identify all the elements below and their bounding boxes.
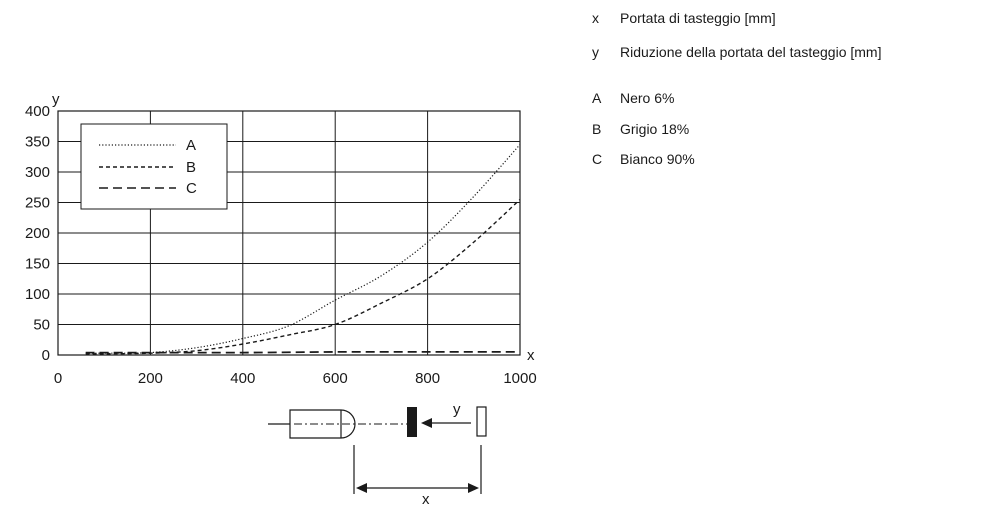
diagram-y-label: y [453, 401, 461, 418]
series-line-b [85, 198, 521, 355]
x-tick-label: 0 [54, 370, 62, 387]
y-arrow-head [421, 418, 432, 428]
x-axis-label: x [527, 347, 535, 364]
key-text: Grigio 18% [620, 121, 690, 137]
x-arrow-head-left [356, 483, 367, 493]
x-arrow-head-right [468, 483, 479, 493]
y-tick-label: 50 [33, 317, 50, 334]
y-tick-label: 250 [25, 195, 50, 212]
x-tick-label: 1000 [503, 370, 536, 387]
tick-labels: 0 50 100 150 200 250 300 350 400 0 200 400 600 800 100… [25, 103, 537, 387]
y-tick-label: 0 [42, 347, 50, 364]
y-tick-label: 200 [25, 225, 50, 242]
key-text: Portata di tasteggio [mm] [620, 10, 776, 26]
legend-box [80, 123, 228, 210]
key-text: Nero 6% [620, 90, 675, 106]
legend-label-c: C [186, 180, 197, 197]
sensor-diagram: y x [268, 401, 487, 505]
legend-label-a: A [186, 137, 196, 154]
key-text: Bianco 90% [620, 151, 695, 167]
dark-target [407, 407, 417, 437]
plot-frame [57, 110, 521, 356]
y-tick-label: 350 [25, 134, 50, 151]
key-code: B [592, 121, 602, 137]
x-tick-label: 400 [230, 370, 255, 387]
key-code: C [592, 151, 603, 167]
white-target [476, 406, 487, 437]
diagram-x-label: x [422, 491, 430, 505]
key-code: y [592, 44, 599, 60]
series-line-c [85, 350, 520, 354]
legend: A B C [80, 123, 228, 210]
key-text: Riduzione della portata del tasteggio [m… [620, 44, 882, 60]
x-tick-label: 200 [138, 370, 163, 387]
y-tick-label: 150 [25, 256, 50, 273]
y-tick-label: 300 [25, 164, 50, 181]
y-axis-label: y [52, 91, 60, 108]
series-lines [85, 144, 521, 355]
x-tick-label: 600 [323, 370, 348, 387]
y-tick-label: 400 [25, 103, 50, 120]
legend-label-b: B [186, 159, 196, 176]
key-code: x [592, 10, 599, 26]
key-code: A [592, 90, 602, 106]
y-tick-label: 100 [25, 286, 50, 303]
x-tick-label: 800 [415, 370, 440, 387]
